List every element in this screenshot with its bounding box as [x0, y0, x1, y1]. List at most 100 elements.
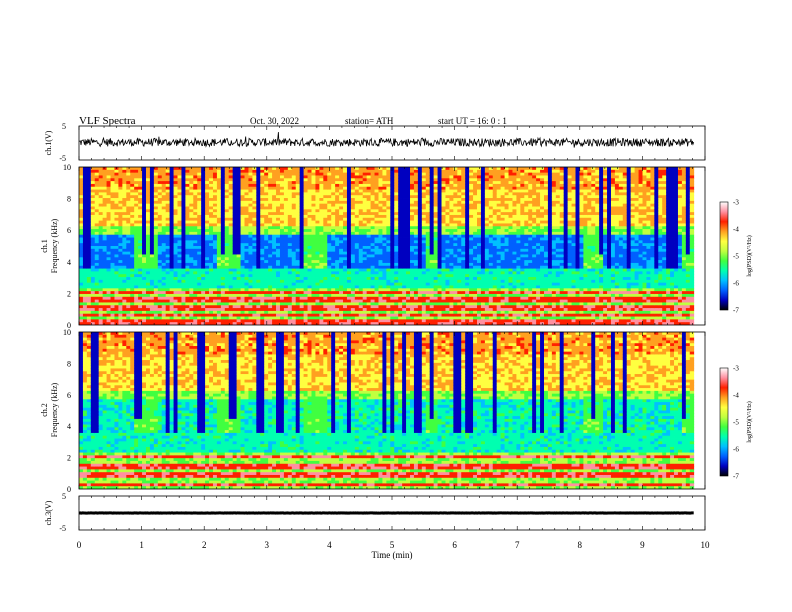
spectrogram-cell [287, 169, 293, 174]
spectrogram-cell [145, 296, 151, 301]
spectrogram-cell [220, 217, 226, 222]
spectrogram-cell [295, 214, 301, 219]
spectrogram-cell [315, 265, 320, 269]
spectrogram-cell [185, 310, 190, 315]
spectrogram-cell [161, 231, 167, 236]
spectrogram-cell [193, 291, 198, 295]
spectrogram-cell [264, 231, 269, 236]
spectrogram-cell [126, 237, 131, 241]
spectrogram-cell [279, 186, 285, 190]
spectrogram-cell [327, 226, 332, 230]
spectrogram-cell [335, 316, 340, 320]
spectrogram-cell [339, 192, 344, 196]
spectrogram-cell [130, 285, 135, 289]
spectrogram-cell [216, 268, 222, 272]
spectrogram-cell [161, 181, 167, 185]
spectrogram-cell [413, 226, 419, 230]
spectrogram-cell [386, 322, 391, 325]
spectrogram-cell [413, 186, 419, 190]
spectrogram-cell [370, 262, 375, 267]
spectrogram-cell [173, 195, 178, 199]
spectrogram-cell [291, 212, 297, 216]
spectrogram-cell [169, 305, 174, 309]
spectrogram-cell [216, 167, 222, 171]
spectrogram-cell [86, 296, 92, 301]
spectrogram-cell [240, 302, 245, 306]
spectrogram-cell [134, 172, 139, 176]
spectrogram-cell [295, 293, 301, 298]
spectrogram-cell [220, 257, 226, 261]
spectrogram-cell [394, 217, 399, 222]
spectrogram-cell [197, 265, 202, 269]
spectrogram-cell [94, 274, 100, 278]
spectrogram-cell [209, 240, 214, 244]
spectrogram-cell [205, 248, 210, 253]
spectrogram-cell [197, 262, 202, 267]
spectrogram-cell [90, 231, 96, 236]
spectrogram-cell [153, 322, 159, 325]
spectrogram-cell [331, 319, 336, 323]
spectrogram-cell [177, 223, 182, 227]
spectrogram-cell [303, 223, 308, 227]
spectrogram-cell [169, 200, 174, 205]
spectrogram-cell [256, 277, 261, 281]
spectrogram-cell [311, 217, 316, 222]
spectrogram-cell [260, 319, 265, 323]
spectrogram-cell [189, 198, 194, 202]
spectrogram-cell [374, 240, 379, 244]
spectrogram-cell [216, 220, 222, 224]
spectrogram-cell [106, 237, 111, 241]
spectrogram-cell [79, 271, 84, 275]
spectrogram-cell [157, 195, 163, 199]
spectrogram-cell [287, 279, 293, 284]
spectrogram-cell [193, 203, 198, 207]
spectrogram-cell [315, 212, 320, 216]
spectrogram-cell [126, 299, 131, 303]
spectrogram-cell [209, 302, 214, 306]
spectrogram-cell [94, 319, 100, 323]
spectrogram-cell [406, 186, 411, 190]
spectrogram-cell [295, 240, 301, 244]
spectrogram-cell [185, 296, 190, 301]
spectrogram-cell [335, 229, 340, 233]
spectrogram-cell [327, 288, 332, 292]
spectrogram-cell [268, 251, 273, 255]
spectrogram-cell [362, 282, 368, 286]
spectrogram-cell [268, 231, 273, 236]
spectrogram-cell [216, 319, 222, 323]
spectrogram-cell [256, 308, 261, 312]
spectrogram-cell [79, 167, 84, 171]
spectrogram-cell [276, 316, 281, 320]
spectrogram-cell [343, 206, 348, 210]
spectrogram-cell [212, 308, 218, 312]
spectrogram-cell [142, 308, 147, 312]
spectrogram-cell [110, 262, 115, 267]
spectrogram-cell [346, 291, 352, 295]
spectrogram-cell [323, 195, 328, 199]
spectrogram-cell [256, 319, 261, 323]
spectrogram-cell [283, 268, 289, 272]
spectrogram-cell [374, 302, 379, 306]
spectrogram-cell [228, 279, 234, 284]
spectrogram-cell [181, 186, 186, 190]
spectrogram-cell [374, 203, 379, 207]
spectrogram-cell [272, 217, 277, 222]
spectrogram-cell [197, 167, 202, 171]
spectrogram-cell [197, 172, 202, 176]
spectrogram-cell [216, 169, 222, 174]
spectrogram-cell [122, 229, 127, 233]
spectrogram-cell [390, 322, 395, 325]
spectrogram-cell [248, 240, 253, 244]
spectrogram-cell [335, 234, 340, 238]
spectrogram-cell [90, 183, 96, 188]
spectrogram-cell [346, 209, 352, 213]
spectrogram-cell [149, 237, 155, 241]
spectrogram-cell [153, 223, 159, 227]
spectrogram-cell [374, 237, 379, 241]
spectrogram-cell [79, 234, 84, 238]
spectrogram-cell [252, 313, 257, 317]
spectrogram-cell [106, 308, 111, 312]
spectrogram-cell [244, 243, 249, 247]
spectrogram-cell [295, 203, 301, 207]
spectrogram-cell [354, 206, 360, 210]
